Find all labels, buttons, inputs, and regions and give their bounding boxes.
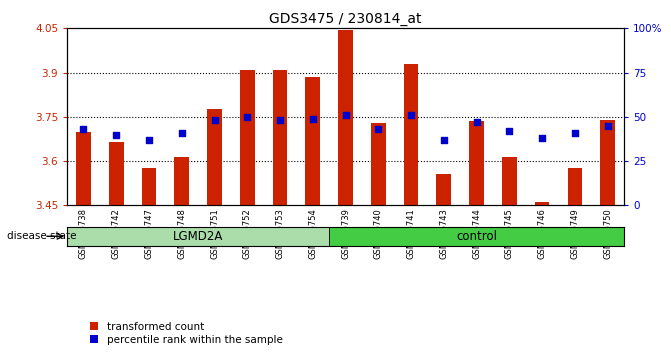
Bar bbox=[502, 157, 517, 205]
Text: disease state: disease state bbox=[7, 232, 76, 241]
Bar bbox=[305, 77, 320, 205]
Title: GDS3475 / 230814_at: GDS3475 / 230814_at bbox=[269, 12, 422, 26]
Point bbox=[373, 126, 384, 132]
Point bbox=[537, 135, 548, 141]
Point bbox=[144, 137, 154, 143]
Bar bbox=[272, 70, 287, 205]
Point bbox=[242, 114, 253, 120]
Bar bbox=[76, 132, 91, 205]
Bar bbox=[207, 109, 222, 205]
Bar bbox=[338, 30, 353, 205]
Point bbox=[471, 119, 482, 125]
Text: control: control bbox=[456, 230, 497, 243]
Point bbox=[340, 112, 351, 118]
Point bbox=[504, 128, 515, 134]
Bar bbox=[329, 227, 624, 246]
Bar bbox=[371, 123, 386, 205]
Point bbox=[176, 130, 187, 136]
Point bbox=[406, 112, 417, 118]
Legend: transformed count, percentile rank within the sample: transformed count, percentile rank withi… bbox=[86, 317, 287, 349]
Bar bbox=[601, 120, 615, 205]
Point bbox=[111, 132, 121, 137]
Bar bbox=[436, 175, 451, 205]
Point bbox=[438, 137, 449, 143]
Point bbox=[209, 118, 220, 123]
Point bbox=[78, 126, 89, 132]
Text: LGMD2A: LGMD2A bbox=[173, 230, 223, 243]
Point bbox=[603, 123, 613, 129]
Bar bbox=[109, 142, 123, 205]
Bar bbox=[404, 64, 419, 205]
Bar bbox=[174, 157, 189, 205]
Bar bbox=[67, 227, 329, 246]
Point bbox=[307, 116, 318, 121]
Bar bbox=[240, 70, 255, 205]
Bar bbox=[535, 202, 550, 205]
Bar bbox=[568, 169, 582, 205]
Bar bbox=[469, 121, 484, 205]
Point bbox=[570, 130, 580, 136]
Point bbox=[274, 118, 285, 123]
Bar bbox=[142, 169, 156, 205]
